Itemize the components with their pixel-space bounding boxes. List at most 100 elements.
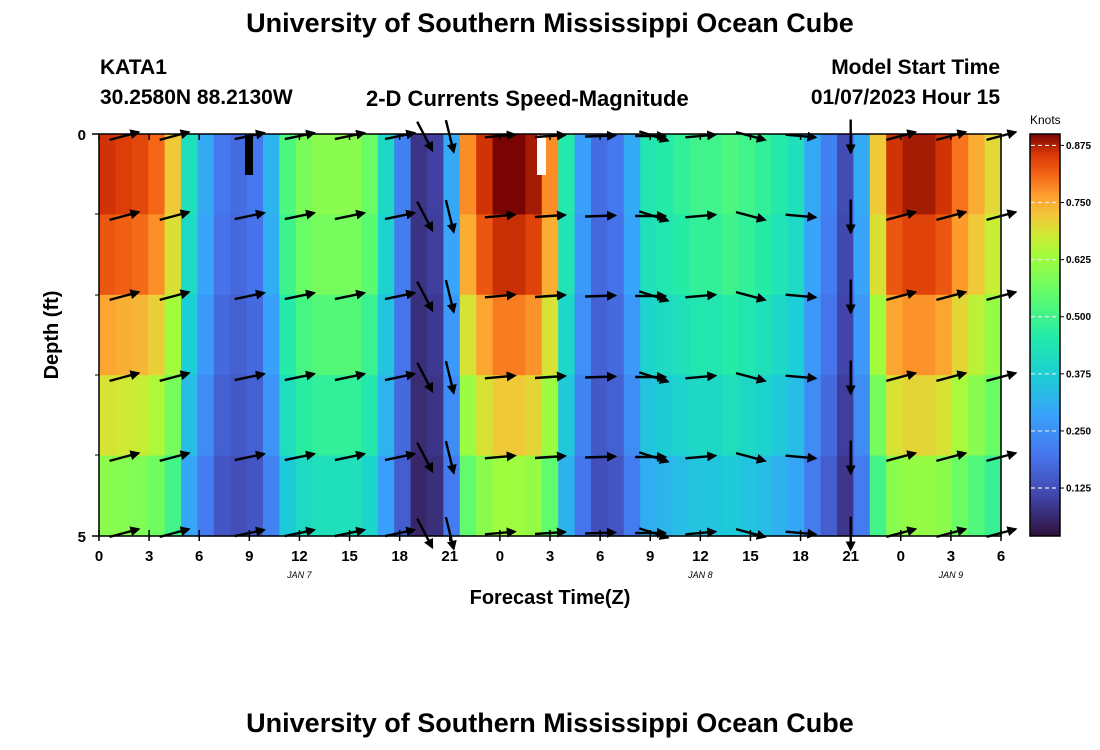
- colorbar-tick-label: 0.125: [1066, 484, 1091, 495]
- heatmap-cell: [213, 455, 231, 537]
- heatmap-cell: [640, 134, 658, 215]
- heatmap-cell: [738, 294, 756, 376]
- heatmap-cell: [115, 294, 133, 376]
- current-vector-arrow: [159, 289, 191, 302]
- heatmap-cell: [623, 455, 641, 537]
- heatmap-cell: [246, 214, 264, 296]
- current-vector-arrow: [936, 450, 968, 463]
- colorbar-title: Knots: [1030, 113, 1061, 127]
- date-label: JAN 8: [687, 570, 713, 580]
- heatmap-cell: [689, 134, 707, 215]
- heatmap-cell: [886, 134, 904, 215]
- heatmap-cell: [591, 455, 608, 537]
- heatmap-cell: [804, 294, 822, 376]
- x-tick-label: 6: [997, 548, 1005, 565]
- heatmap-cell: [705, 214, 723, 296]
- current-vector-arrow: [334, 370, 367, 382]
- heatmap-cell: [919, 214, 936, 296]
- heatmap-cell: [820, 375, 838, 457]
- current-vector-arrow: [735, 290, 767, 303]
- heatmap-cell: [919, 134, 936, 215]
- heatmap-cell: [771, 455, 789, 537]
- heatmap-cell: [131, 214, 149, 296]
- heatmap-cell: [230, 375, 248, 457]
- x-tick-label: 6: [596, 548, 604, 565]
- heatmap-cell: [181, 455, 198, 537]
- current-vector-arrow: [109, 209, 141, 222]
- heatmap-cell: [509, 455, 526, 537]
- heatmap-cell: [213, 375, 231, 457]
- heatmap-cell: [738, 214, 756, 296]
- heatmap-cell: [787, 134, 805, 215]
- heatmap-cell: [853, 134, 871, 215]
- current-vector-arrow: [444, 360, 457, 395]
- heatmap-cell: [640, 375, 658, 457]
- current-vector-arrow: [534, 290, 568, 301]
- heatmap-cell: [99, 134, 116, 215]
- heatmap-cell: [656, 134, 674, 215]
- heatmap-cell: [525, 214, 543, 296]
- heatmap-cell: [213, 134, 231, 215]
- current-vector-arrow: [484, 210, 517, 221]
- heatmap-cell: [99, 214, 116, 296]
- heatmap-cell: [492, 455, 510, 537]
- heatmap-cell: [361, 455, 379, 537]
- model-start-time: 01/07/2023 Hour 15: [810, 86, 1000, 109]
- heatmap-cell: [476, 294, 494, 376]
- heatmap-cell: [131, 134, 149, 215]
- current-vector-arrow: [685, 210, 718, 221]
- heatmap-cell: [722, 455, 740, 537]
- heatmap-cell: [951, 455, 969, 537]
- heatmap-cell: [164, 134, 182, 215]
- heatmap-cell: [312, 375, 330, 457]
- x-tick-label: 0: [496, 548, 504, 565]
- heatmap-cell: [115, 455, 133, 537]
- heatmap-cell: [673, 455, 690, 537]
- heatmap-cell: [410, 455, 428, 537]
- heatmap-cell: [607, 294, 625, 376]
- heatmap-cell: [148, 455, 166, 537]
- heatmap-cell: [738, 455, 756, 537]
- heatmap-cell: [804, 455, 822, 537]
- heatmap-cell: [771, 294, 789, 376]
- heatmap-cell: [607, 455, 625, 537]
- heatmap-cell: [410, 294, 428, 376]
- current-vector-arrow: [234, 370, 266, 382]
- x-tick-label: 9: [646, 548, 654, 565]
- heatmap-cell: [951, 134, 969, 215]
- heatmap-cell: [853, 455, 871, 537]
- heatmap-cell: [591, 294, 608, 376]
- heatmap-cell: [99, 294, 116, 376]
- heatmap-cell: [131, 294, 149, 376]
- heatmap-cell: [181, 134, 198, 215]
- current-vector-arrow: [234, 289, 266, 301]
- heatmap-cell: [295, 294, 313, 376]
- heatmap-cell: [787, 294, 805, 376]
- heatmap-cell: [705, 455, 723, 537]
- heatmap-cell: [377, 455, 395, 537]
- heatmap-cell: [213, 294, 231, 376]
- current-vector-arrow: [638, 371, 670, 384]
- heatmap-cell: [164, 294, 182, 376]
- heatmap-cell: [181, 375, 198, 457]
- heatmap-cell: [345, 214, 362, 296]
- heatmap-cell: [804, 375, 822, 457]
- heatmap-cell: [263, 375, 280, 457]
- heatmap-cell: [279, 214, 297, 296]
- heatmap-cell: [197, 294, 215, 376]
- heatmap-cell: [886, 214, 904, 296]
- heatmap-cell: [902, 294, 920, 376]
- heatmap-cell: [574, 134, 592, 215]
- heatmap-cell: [410, 134, 428, 215]
- heatmap-cell: [361, 134, 379, 215]
- heatmap-cell: [689, 214, 707, 296]
- current-vector-arrow: [384, 289, 417, 301]
- x-tick-label: 18: [792, 548, 809, 565]
- heatmap-cell: [459, 375, 477, 457]
- current-vector-arrow: [936, 209, 968, 222]
- heatmap-cell: [525, 375, 543, 457]
- x-tick-label: 3: [546, 548, 554, 565]
- heatmap-cell: [886, 375, 904, 457]
- date-label: JAN 7: [286, 570, 313, 580]
- current-vector-arrow: [384, 370, 417, 382]
